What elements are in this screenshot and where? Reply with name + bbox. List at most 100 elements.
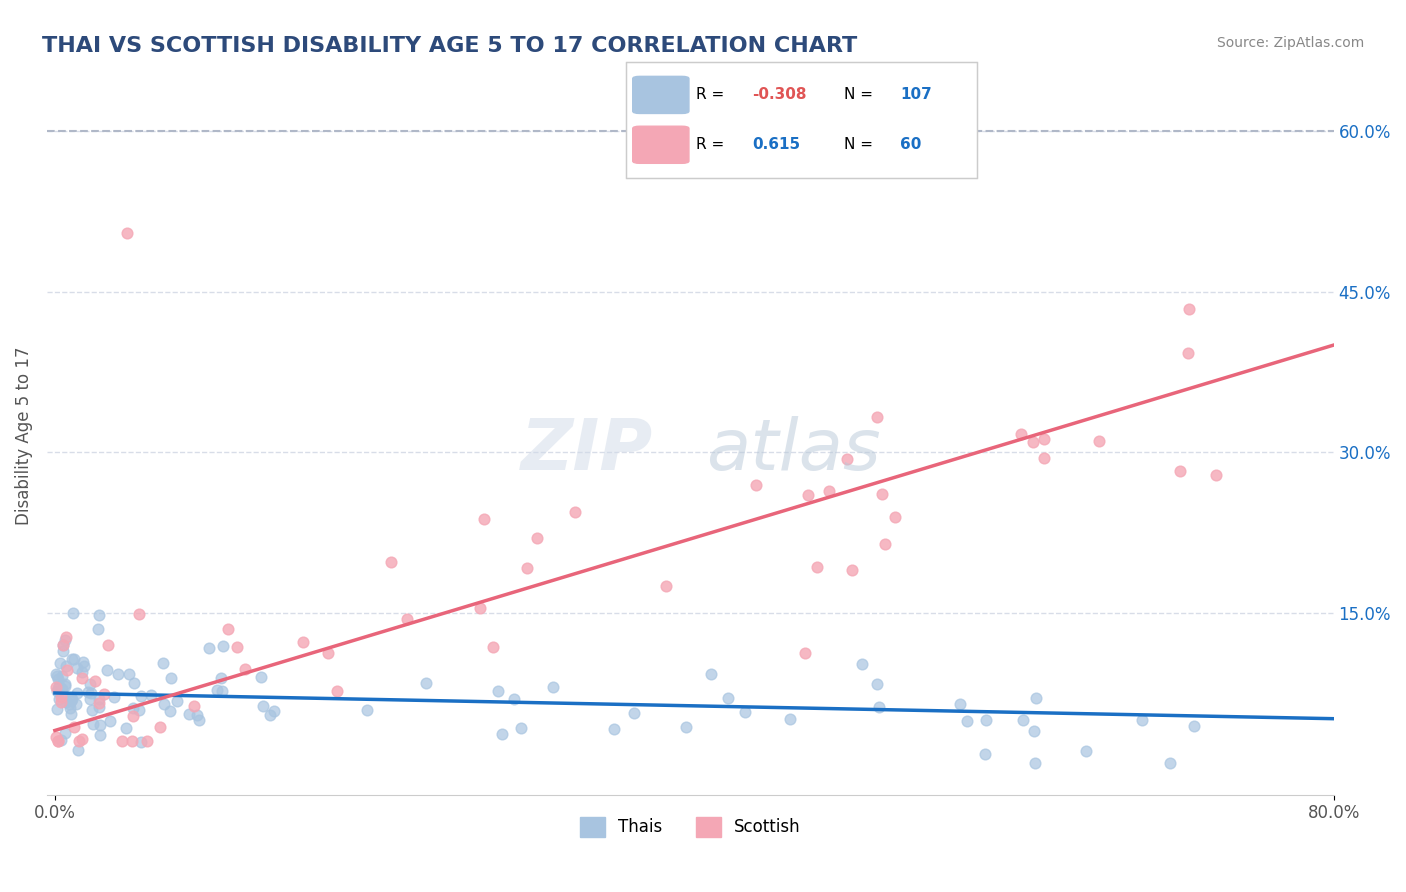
Point [263, 704, 285, 718]
Text: THAI VS SCOTTISH DISABILITY AGE 5 TO 17 CORRELATION CHART: THAI VS SCOTTISH DISABILITY AGE 5 TO 17 … [42, 36, 858, 55]
Point [1130, 713, 1153, 727]
Point [503, 691, 526, 706]
Point [73, 658, 96, 673]
Legend: Thais, Scottish: Thais, Scottish [574, 810, 807, 844]
Point [82, 717, 104, 731]
Point [233, 663, 256, 677]
Point [841, 563, 863, 577]
Point [225, 640, 247, 655]
Point [46, 734, 69, 748]
Point [179, 706, 201, 721]
Point [66, 660, 89, 674]
Point [152, 656, 174, 670]
Point [1033, 432, 1056, 446]
Point [1024, 756, 1046, 770]
Point [62, 606, 84, 620]
Point [541, 681, 564, 695]
Point [209, 671, 232, 685]
Point [316, 646, 339, 660]
Point [115, 226, 138, 240]
Point [79, 677, 101, 691]
Point [835, 452, 858, 467]
Point [115, 722, 138, 736]
Point [129, 689, 152, 703]
Point [46, 683, 69, 698]
Point [46, 669, 69, 683]
Point [198, 641, 221, 656]
Point [45, 667, 67, 681]
Point [779, 713, 801, 727]
Point [59, 700, 82, 714]
Point [1010, 427, 1032, 442]
Point [873, 537, 896, 551]
Point [97, 638, 120, 652]
Point [149, 720, 172, 734]
Point [52, 644, 75, 658]
Point [55, 659, 77, 673]
Point [794, 646, 817, 660]
Point [1177, 301, 1199, 316]
Point [797, 488, 820, 502]
Point [60, 706, 83, 721]
Text: R =: R = [696, 137, 734, 153]
Point [1033, 450, 1056, 465]
Point [851, 657, 873, 672]
Point [51, 681, 73, 696]
Point [49, 657, 72, 671]
Point [211, 684, 233, 698]
Point [183, 698, 205, 713]
Point [58, 697, 80, 711]
Point [654, 579, 676, 593]
Point [806, 560, 828, 574]
Point [51, 690, 73, 704]
Point [60, 652, 83, 666]
Point [868, 699, 890, 714]
Point [380, 555, 402, 569]
Point [1087, 434, 1109, 448]
Point [98, 714, 121, 728]
Point [141, 688, 163, 702]
Point [259, 708, 281, 723]
Text: N =: N = [844, 137, 877, 153]
Point [491, 727, 513, 741]
Point [117, 666, 139, 681]
Point [249, 670, 271, 684]
Point [56, 664, 79, 678]
Point [76, 685, 98, 699]
Point [1205, 468, 1227, 483]
Point [53, 726, 76, 740]
Point [83, 674, 105, 689]
Point [128, 607, 150, 621]
Point [292, 635, 315, 649]
Text: 107: 107 [900, 87, 932, 103]
Point [1024, 723, 1046, 738]
Point [866, 409, 889, 424]
Point [136, 734, 159, 748]
Point [974, 747, 997, 761]
Point [87, 692, 110, 706]
Point [66, 686, 89, 700]
Point [87, 622, 110, 636]
Point [356, 703, 378, 717]
Text: ZIP: ZIP [522, 416, 654, 485]
Point [734, 705, 756, 719]
Text: R =: R = [696, 87, 730, 103]
Point [717, 690, 740, 705]
Point [122, 676, 145, 690]
Point [745, 477, 768, 491]
Point [121, 709, 143, 723]
Point [107, 666, 129, 681]
Point [949, 697, 972, 711]
Point [79, 686, 101, 700]
Point [53, 633, 76, 648]
Point [45, 702, 67, 716]
Point [564, 505, 586, 519]
Text: 0.615: 0.615 [752, 137, 800, 153]
Point [1022, 435, 1045, 450]
Point [870, 487, 893, 501]
Point [45, 730, 67, 744]
Point [160, 671, 183, 685]
Point [1159, 756, 1181, 770]
Text: atlas: atlas [706, 416, 880, 485]
Point [159, 704, 181, 718]
